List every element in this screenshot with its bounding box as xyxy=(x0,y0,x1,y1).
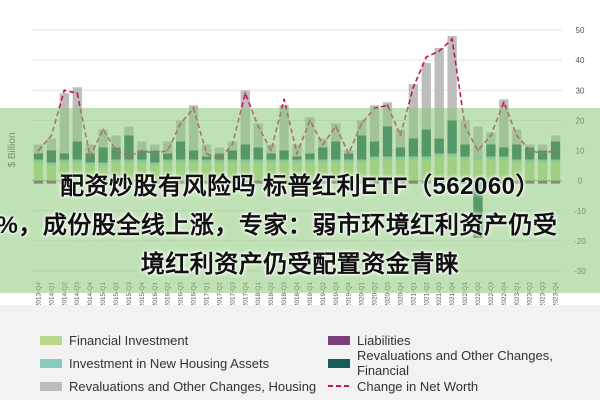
legend-label: Financial Investment xyxy=(69,332,189,348)
headline-banner xyxy=(0,108,600,293)
bar-revaluations-housing xyxy=(447,36,457,121)
x-tick-label: 2017-Q4 xyxy=(242,282,249,305)
legend-item-revaluations-financial: Revaluations and Other Changes, Financia… xyxy=(328,348,600,378)
legend-label: Change in Net Worth xyxy=(357,378,479,394)
x-tick-label: 2019-Q1 xyxy=(307,282,314,305)
bar-revaluations-housing xyxy=(421,63,431,130)
x-tick-label: 2022-Q4 xyxy=(501,282,508,305)
x-tick-label: 2017-Q1 xyxy=(204,282,211,305)
legend-swatch-liabilities xyxy=(328,335,350,345)
legend-swatch-net-worth xyxy=(328,385,350,387)
y-tick-label: 40 xyxy=(576,56,585,65)
legend-item-revaluations-housing: Revaluations and Other Changes, Housing xyxy=(40,376,316,396)
x-tick-label: 2021-Q1 xyxy=(410,282,417,305)
x-tick-label: 2020-Q2 xyxy=(372,282,379,305)
x-tick-label: 2018-Q2 xyxy=(268,282,275,305)
x-tick-label: 2018-Q3 xyxy=(281,282,288,305)
legend-label: Revaluations and Other Changes, Financia… xyxy=(357,348,553,378)
x-tick-label: 2015-Q1 xyxy=(100,282,107,305)
x-tick-label: 2016-Q2 xyxy=(165,282,172,305)
legend-label: Revaluations and Other Changes, Housing xyxy=(69,378,317,394)
y-tick-label: 50 xyxy=(576,26,585,35)
chart-legend: Financial Investment Liabilities Investm… xyxy=(0,305,600,400)
legend-label: Liabilities xyxy=(357,332,411,348)
x-tick-label: 2023-Q3 xyxy=(540,282,547,305)
x-tick-label: 2016-Q3 xyxy=(178,282,185,305)
legend-item-financial-investment: Financial Investment xyxy=(40,330,188,350)
x-tick-label: 2014-Q1 xyxy=(48,282,55,305)
point-change-in-net-worth xyxy=(502,101,505,104)
x-tick-label: 2022-Q1 xyxy=(462,282,469,305)
legend-swatch-revaluations-financial xyxy=(328,358,350,368)
legend-item-liabilities: Liabilities xyxy=(328,330,410,350)
point-change-in-net-worth xyxy=(425,56,428,59)
x-tick-label: 2022-Q2 xyxy=(475,282,482,305)
x-tick-label: 2018-Q1 xyxy=(255,282,262,305)
legend-swatch-revaluations-housing xyxy=(40,381,62,391)
headline-line-3: 境红利资产仍受配置资金青睐 xyxy=(140,251,460,278)
x-tick-label: 2020-Q1 xyxy=(359,282,366,305)
x-tick-label: 2018-Q4 xyxy=(294,282,301,305)
x-tick-label: 2015-Q4 xyxy=(139,282,146,305)
x-tick-label: 2020-Q4 xyxy=(397,282,404,305)
legend-item-net-worth: Change in Net Worth xyxy=(328,376,478,396)
x-tick-label: 2014-Q2 xyxy=(61,282,68,305)
x-tick-label: 2019-Q3 xyxy=(333,282,340,305)
point-change-in-net-worth xyxy=(76,92,79,95)
x-tick-label: 2023-Q1 xyxy=(514,282,521,305)
point-change-in-net-worth xyxy=(386,104,389,107)
legend-label: Investment in New Housing Assets xyxy=(69,355,270,371)
headline-line-2: 0%，成份股全线上涨，专家：弱市环境红利资产仍受 xyxy=(0,212,558,239)
x-tick-label: 2023-Q2 xyxy=(527,282,534,305)
x-tick-label: 2023-Q4 xyxy=(553,282,560,305)
legend-swatch-investment-housing xyxy=(40,358,62,368)
point-change-in-net-worth xyxy=(451,38,454,40)
x-tick-label: 2016-Q4 xyxy=(191,282,198,305)
x-tick-label: 2013-Q4 xyxy=(35,282,42,305)
x-tick-label: 2019-Q2 xyxy=(320,282,327,305)
x-tick-label: 2015-Q2 xyxy=(113,282,120,305)
legend-swatch-financial-investment xyxy=(40,335,62,345)
point-change-in-net-worth xyxy=(438,50,441,52)
headline-line-1: 配资炒股有风险吗 标普红利ETF（562060） xyxy=(59,173,541,200)
legend-item-investment-housing: Investment in New Housing Assets xyxy=(40,353,269,373)
x-tick-label: 2017-Q3 xyxy=(229,282,236,305)
point-change-in-net-worth xyxy=(283,98,285,101)
x-tick-label: 2017-Q2 xyxy=(216,282,223,305)
x-tick-label: 2014-Q4 xyxy=(87,282,94,305)
x-tick-label: 2021-Q2 xyxy=(423,282,430,305)
y-tick-label: 30 xyxy=(576,86,585,95)
point-change-in-net-worth xyxy=(244,92,247,95)
x-tick-label: 2019-Q4 xyxy=(346,282,353,305)
point-change-in-net-worth xyxy=(63,89,66,92)
x-tick-label: 2014-Q3 xyxy=(74,282,81,305)
point-change-in-net-worth xyxy=(412,86,415,89)
x-tick-label: 2021-Q4 xyxy=(449,282,456,305)
x-tick-label: 2016-Q1 xyxy=(152,282,159,305)
x-tick-label: 2015-Q3 xyxy=(126,282,133,305)
x-tick-label: 2021-Q3 xyxy=(436,282,443,305)
x-tick-label: 2022-Q3 xyxy=(488,282,495,305)
x-tick-label: 2020-Q3 xyxy=(384,282,391,305)
bar-revaluations-housing xyxy=(434,48,444,139)
